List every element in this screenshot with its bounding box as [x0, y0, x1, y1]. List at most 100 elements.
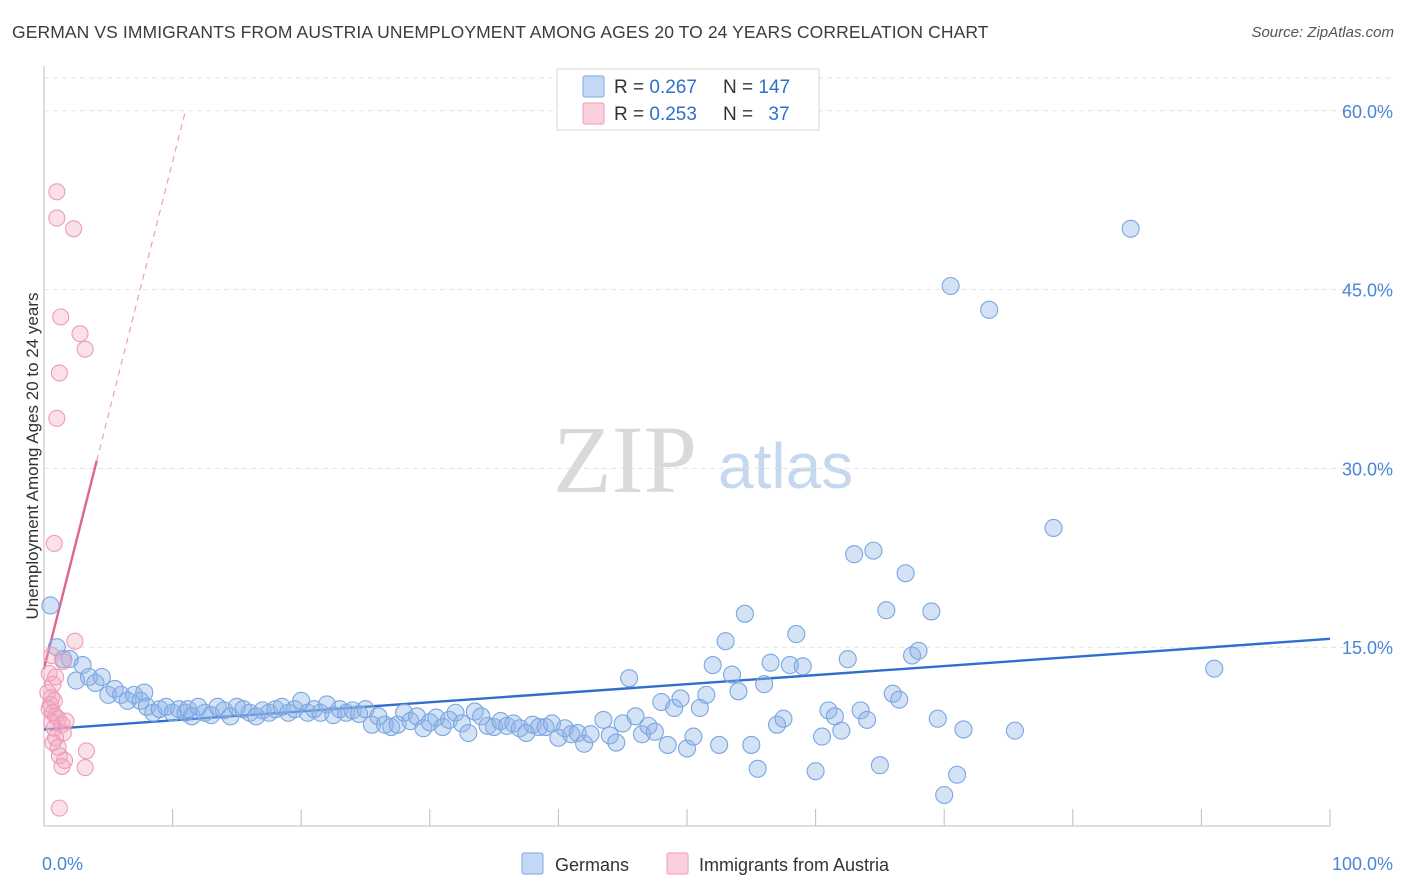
german-point: [459, 723, 478, 743]
y-axis-label: Unemployment Among Ages 20 to 24 years: [23, 293, 42, 620]
german-point: [607, 733, 626, 752]
german-point: [562, 725, 581, 744]
series-legend-label-austria: Immigrants from Austria: [699, 855, 890, 875]
german-point: [433, 718, 452, 737]
legend-r-label-1: R =: [614, 77, 649, 98]
german-point: [845, 545, 864, 564]
german-point: [928, 709, 947, 728]
german-point: [697, 685, 716, 704]
austria-trend-line: [42, 460, 98, 669]
correlation-legend: R = 0.267 N = 147 R = 0.253 N = 37: [556, 68, 820, 131]
watermark-atlas: atlas: [718, 430, 853, 502]
german-point: [710, 735, 729, 754]
german-point: [568, 723, 587, 743]
german-point: [665, 698, 684, 718]
german-point: [857, 710, 877, 729]
austria-point: [50, 747, 68, 765]
austria-trend-extension: [96, 110, 187, 461]
german-point: [954, 720, 973, 739]
german-point: [909, 641, 928, 660]
data-points: [39, 183, 1224, 817]
x-tick-labels: 0.0% 100.0%: [42, 854, 1393, 874]
x-tick-label-max: 100.0%: [1332, 854, 1393, 874]
german-point: [806, 762, 825, 781]
german-point: [787, 625, 806, 644]
y-tick-label: 60.0%: [1342, 102, 1393, 122]
legend-swatch-germans: [582, 75, 605, 98]
y-tick-label: 30.0%: [1342, 459, 1393, 479]
austria-point: [65, 220, 83, 238]
legend-swatch-austria: [582, 102, 605, 125]
austria-point: [48, 183, 66, 201]
german-point: [645, 722, 664, 741]
chart-title: GERMAN VS IMMIGRANTS FROM AUSTRIA UNEMPL…: [12, 22, 989, 42]
legend-n-row-1: N = 147: [723, 77, 790, 98]
austria-point: [76, 340, 94, 358]
german-point: [774, 709, 793, 728]
german-point: [922, 602, 941, 621]
german-point: [671, 689, 690, 708]
german-point: [755, 675, 774, 694]
series-legend-label-germans: Germans: [555, 855, 629, 875]
austria-point: [54, 652, 72, 671]
german-point: [446, 703, 465, 722]
x-tick-label-min: 0.0%: [42, 854, 83, 874]
austria-point: [77, 742, 95, 760]
watermark: ZIP atlas: [553, 406, 853, 513]
german-point: [729, 682, 748, 701]
german-point: [135, 683, 154, 702]
german-point: [935, 785, 954, 805]
german-point: [832, 721, 851, 740]
german-point: [896, 564, 915, 583]
german-point: [742, 735, 761, 754]
german-point: [1005, 721, 1024, 740]
german-point: [472, 707, 491, 726]
german-point: [980, 300, 999, 319]
german-point: [452, 714, 472, 733]
y-tick-label: 15.0%: [1342, 638, 1393, 658]
source-label: Source: ZipAtlas.com: [1251, 24, 1394, 41]
austria-point: [50, 364, 68, 382]
austria-point: [50, 799, 68, 817]
legend-row-1: R = 0.267: [614, 77, 697, 98]
series-legend-swatch-austria: [666, 852, 689, 875]
watermark-zip: ZIP: [553, 406, 697, 513]
german-point: [594, 710, 613, 729]
german-point: [864, 541, 883, 560]
legend-n-value-2: 37: [768, 104, 789, 125]
y-tick-label: 45.0%: [1342, 281, 1393, 301]
german-point: [877, 601, 896, 620]
german-point: [684, 727, 703, 746]
german-point: [703, 656, 722, 675]
german-point: [780, 656, 799, 675]
legend-n-row-2: N = 37: [723, 104, 790, 125]
german-point: [626, 707, 645, 726]
legend-n-label-1: N =: [723, 77, 758, 98]
german-point: [620, 669, 639, 688]
german-point: [812, 727, 832, 746]
german-point: [735, 604, 754, 623]
austria-point: [48, 209, 66, 227]
y-tick-labels: 15.0% 30.0% 45.0% 60.0%: [1342, 102, 1393, 658]
german-point: [722, 665, 742, 684]
austria-point: [48, 409, 66, 427]
austria-point: [53, 757, 71, 775]
legend-n-value-1: 147: [758, 77, 790, 98]
austria-point: [76, 759, 94, 777]
legend-r-label-2: R =: [614, 104, 649, 125]
german-point: [92, 667, 111, 687]
austria-point: [66, 632, 84, 650]
austria-point: [47, 729, 65, 747]
german-point: [1044, 518, 1063, 538]
german-point: [748, 759, 767, 778]
gridlines: [44, 77, 1392, 648]
german-point: [793, 657, 812, 676]
austria-point: [71, 325, 89, 343]
german-point: [1205, 659, 1224, 678]
german-point: [690, 698, 709, 718]
austria-point: [45, 534, 63, 553]
german-point: [575, 734, 594, 753]
legend-n-label-2: N =: [723, 104, 758, 125]
german-point: [716, 632, 735, 651]
